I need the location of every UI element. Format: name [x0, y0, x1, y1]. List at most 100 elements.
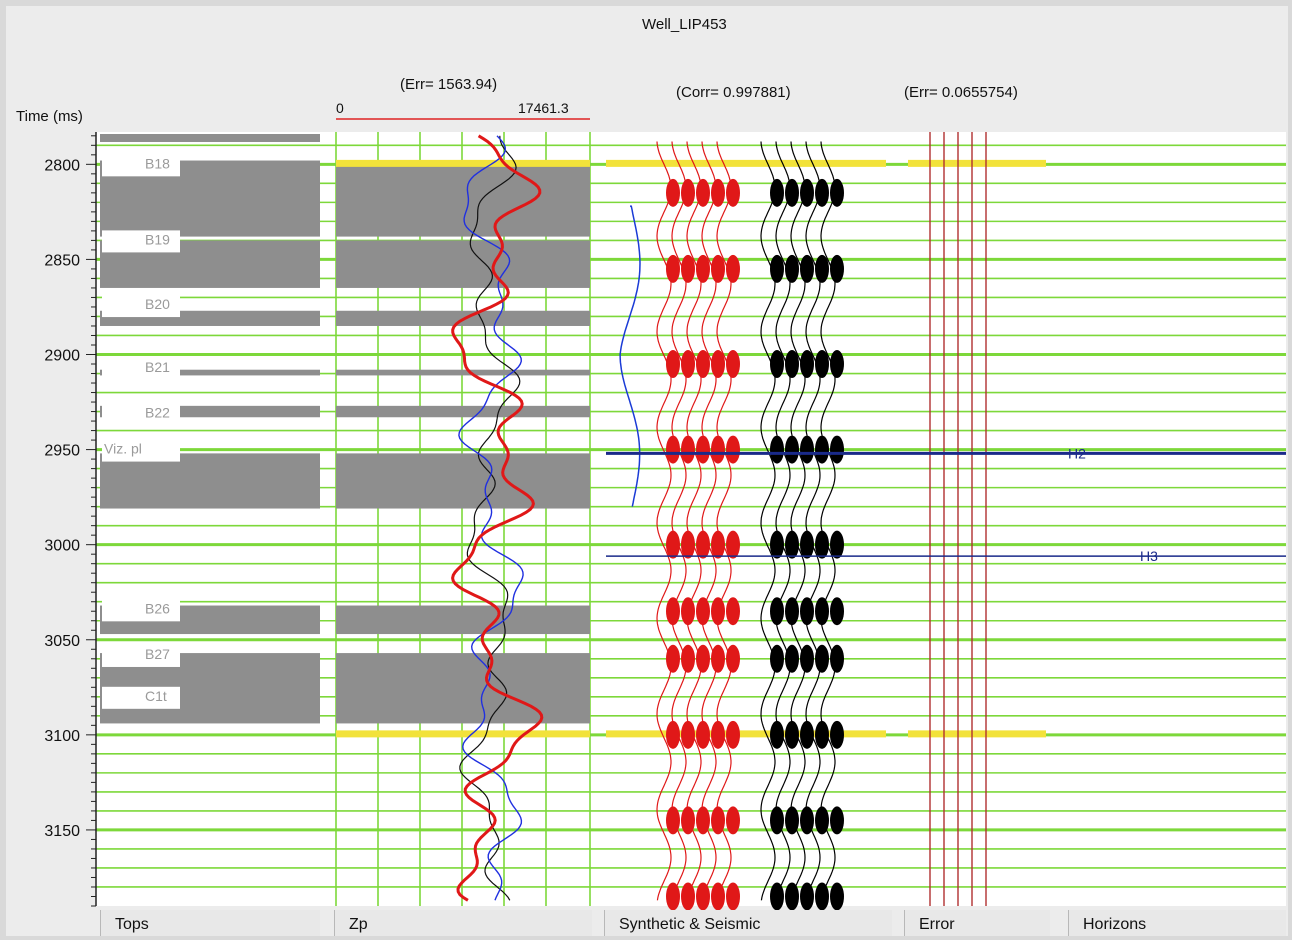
y-axis: 2800 2850 2900 2950 3000 3050 3100 3150: [44, 132, 97, 907]
wiggle-peak: [800, 350, 814, 379]
wiggle-peak: [696, 435, 710, 464]
wiggle-peak: [696, 350, 710, 379]
horizon-label: H3: [1140, 548, 1158, 564]
wiggle-peak: [696, 720, 710, 749]
y-tick-label: 2800: [44, 157, 80, 174]
top-marker-label: B22: [145, 404, 170, 420]
wiggle-peak: [830, 882, 844, 911]
wiggle-peak: [785, 178, 799, 207]
wiggle-peak: [815, 720, 829, 749]
zp-log-curve: [459, 135, 521, 901]
top-label-box: [102, 357, 180, 380]
wiggle-peak: [711, 435, 725, 464]
tab-horizons[interactable]: Horizons: [1068, 910, 1286, 936]
wiggle-peak: [800, 254, 814, 283]
wiggle-peak: [815, 435, 829, 464]
wiggle-peak: [726, 350, 740, 379]
tops-interval: [100, 453, 320, 509]
wiggle-peak: [815, 178, 829, 207]
top-marker-label: Viz. pl: [104, 441, 142, 457]
top-marker-label: B20: [145, 296, 170, 312]
top-marker-label: B19: [145, 231, 170, 247]
wiggle-peak: [770, 435, 784, 464]
tops-interval: [100, 134, 320, 142]
horizon-label: H2: [1068, 445, 1086, 461]
wiggle-peak: [770, 720, 784, 749]
wiggle-peak: [830, 597, 844, 626]
wavelet-curve: [619, 205, 641, 507]
top-label-box: [102, 439, 180, 462]
wiggle-peak: [681, 178, 695, 207]
wiggle-peak: [815, 254, 829, 283]
wiggle-peak: [696, 254, 710, 283]
zp-model-curve: [458, 135, 524, 901]
zp-range-bar: [336, 118, 590, 120]
wiggle-peak: [830, 178, 844, 207]
wiggle-peak: [785, 644, 799, 673]
wiggle-peak: [681, 644, 695, 673]
wiggle-peak: [830, 435, 844, 464]
wiggle-peak: [800, 644, 814, 673]
wiggle-peak: [785, 720, 799, 749]
top-label-box: [102, 403, 180, 426]
wiggle-peak: [830, 530, 844, 559]
wiggle-peak: [711, 530, 725, 559]
wiggle-peak: [770, 644, 784, 673]
wiggle-peak: [711, 720, 725, 749]
wiggle-peak: [666, 350, 680, 379]
top-label-box: [102, 686, 180, 709]
tab-tops[interactable]: Tops: [100, 910, 320, 936]
wiggle-peak: [666, 254, 680, 283]
zp-inverted-curve: [451, 134, 544, 902]
tops-interval: [100, 405, 320, 418]
correlation-label: (Corr= 0.997881): [676, 84, 791, 101]
wiggle-peak: [770, 530, 784, 559]
zp-interval: [336, 240, 590, 288]
wiggle-peak: [830, 806, 844, 835]
zp-interval: [336, 605, 590, 635]
tab-synthetic-seismic[interactable]: Synthetic & Seismic: [604, 910, 892, 936]
zp-interval: [336, 405, 590, 418]
y-tick-label: 2850: [44, 252, 80, 269]
y-tick-label: 3000: [44, 538, 80, 555]
error-track: [929, 132, 987, 906]
wiggle-peak: [666, 178, 680, 207]
tab-error[interactable]: Error: [904, 910, 1050, 936]
wiggle-peak: [726, 882, 740, 911]
y-tick-label: 3150: [44, 823, 80, 840]
wiggle-peak: [785, 254, 799, 283]
wiggle-peak: [666, 720, 680, 749]
top-marker-label: B18: [145, 155, 170, 171]
top-label-box: [102, 644, 180, 667]
tops-interval: [100, 369, 320, 376]
top-marker-label: C1t: [145, 688, 167, 704]
wiggle-peak: [800, 435, 814, 464]
wiggle-peak: [726, 720, 740, 749]
wiggle-peak: [830, 350, 844, 379]
seismic-traces: [760, 141, 844, 911]
y-tick-label: 2900: [44, 348, 80, 365]
wiggle-peak: [696, 530, 710, 559]
tab-zp[interactable]: Zp: [334, 910, 592, 936]
wiggle-peak: [785, 350, 799, 379]
wiggle-peak: [800, 720, 814, 749]
wiggle-peak: [800, 178, 814, 207]
time-axis-label: Time (ms): [16, 108, 83, 125]
zp-error-label: (Err= 1563.94): [400, 76, 498, 93]
wiggle-peak: [726, 530, 740, 559]
zp-range-min: 0: [336, 100, 344, 116]
wiggle-peak: [726, 178, 740, 207]
error-label: (Err= 0.0655754): [904, 84, 1018, 101]
wiggle-peak: [770, 254, 784, 283]
wiggle-peak: [681, 435, 695, 464]
wiggle-peak: [770, 350, 784, 379]
wiggle-peak: [711, 178, 725, 207]
wiggle-peak: [726, 806, 740, 835]
wiggle-peak: [711, 254, 725, 283]
horizons: H2 H3: [606, 445, 1286, 564]
top-label-box: [102, 295, 180, 318]
top-marker-label: B27: [145, 646, 170, 662]
wiggle-peak: [815, 530, 829, 559]
